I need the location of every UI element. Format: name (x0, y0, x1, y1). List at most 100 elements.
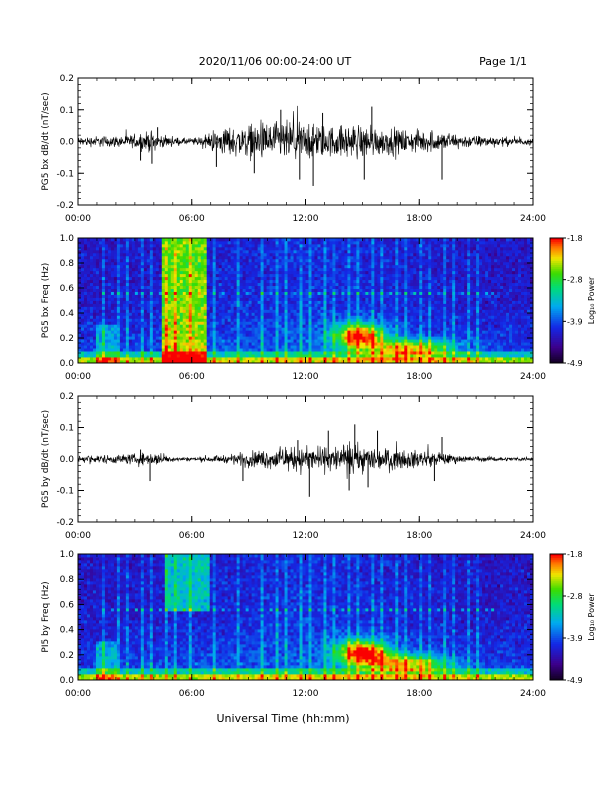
spectrogram-cell (89, 312, 94, 316)
spectrogram-cell (104, 354, 109, 358)
spectrogram-cell (392, 354, 396, 358)
spectrogram-cell (260, 345, 264, 349)
spectrogram-cell (182, 288, 187, 292)
spectrogram-cell (395, 258, 399, 263)
spectrogram-cell (137, 333, 142, 337)
spectrogram-cell (323, 330, 327, 334)
spectrogram-cell (356, 270, 360, 275)
spectrogram-cell (329, 330, 333, 334)
spectrogram-cell (362, 324, 366, 328)
spectrogram-cell (143, 261, 148, 266)
spectrogram-cell (344, 354, 348, 358)
spectrogram-cell (140, 327, 145, 331)
spectrogram-cell (377, 318, 381, 322)
spectrogram-cell (176, 312, 181, 316)
spectrogram-cell (311, 255, 315, 260)
spectrogram-cell (224, 321, 229, 325)
spectrogram-cell (407, 345, 411, 349)
spectrogram-cell (299, 264, 303, 269)
spectrogram-cell (167, 318, 172, 322)
spectrogram-cell (173, 306, 178, 310)
spectrogram-cell (281, 288, 285, 292)
spectrogram-cell (167, 315, 172, 319)
spectrogram-cell (344, 240, 348, 245)
spectrogram-cell (374, 246, 378, 251)
spectrogram-cell (110, 258, 115, 263)
spectrogram-cell (167, 357, 172, 361)
spectrogram-cell (284, 309, 288, 313)
spectrogram-cell (179, 240, 184, 245)
spectrogram-cell (152, 357, 157, 361)
spectrogram-cell (383, 351, 387, 355)
spectrogram-cell (419, 351, 423, 355)
spectrogram-cell (143, 342, 148, 346)
spectrogram-cell (248, 258, 253, 263)
spectrogram-cell (374, 243, 378, 248)
spectrogram-cell (191, 327, 196, 331)
spectrogram-cell (392, 330, 396, 334)
spectrogram-cell (266, 264, 270, 269)
spectrogram-cell (392, 342, 396, 346)
spectrogram-cell (353, 324, 357, 328)
spectrogram-cell (362, 339, 366, 343)
spectrogram-cell (398, 258, 402, 263)
spectrogram-cell (176, 294, 181, 298)
spectrogram-cell (302, 273, 306, 278)
spectrogram-cell (332, 348, 336, 352)
spectrogram-cell (197, 267, 202, 272)
spectrogram-cell (380, 240, 384, 245)
spectrogram-cell (290, 285, 294, 289)
spectrogram-cell (275, 321, 279, 325)
spectrogram-cell (95, 318, 100, 322)
spectrogram-cell (377, 348, 381, 352)
spectrogram-cell (239, 255, 244, 260)
spectrogram-cell (416, 318, 420, 322)
spectrogram-cell (302, 312, 306, 316)
spectrogram-cell (377, 336, 381, 340)
spectrogram-cell (137, 258, 142, 263)
spectrogram-cell (161, 333, 166, 337)
spectrogram-cell (281, 276, 285, 281)
spectrogram-cell (92, 288, 97, 292)
spectrogram-cell (296, 288, 300, 292)
spectrogram-cell (413, 285, 417, 289)
spectrogram-cell (323, 285, 327, 289)
spectrogram-cell (383, 264, 387, 269)
spectrogram-cell (422, 306, 426, 310)
spectrogram-cell (260, 300, 264, 304)
spectrogram-cell (164, 252, 169, 257)
spectrogram-cell (230, 303, 235, 307)
spectrogram-cell (203, 321, 208, 325)
spectrogram-cell (176, 357, 181, 361)
spectrogram-cell (302, 297, 306, 301)
spectrogram-cell (152, 282, 157, 287)
spectrogram-cell (401, 291, 405, 295)
spectrogram-cell (161, 243, 166, 248)
spectrogram-cell (398, 342, 402, 346)
spectrogram-cell (233, 318, 238, 322)
spectrogram-cell (89, 300, 94, 304)
spectrogram-cell (389, 255, 393, 260)
spectrogram-cell (215, 294, 220, 298)
spectrogram-cell (104, 297, 109, 301)
spectrogram-cell (266, 351, 270, 355)
spectrogram-cell (260, 360, 264, 364)
spectrogram-cell (410, 238, 414, 242)
spectrogram-cell (389, 238, 393, 242)
spectrogram-cell (269, 279, 273, 284)
spectrogram-cell (212, 324, 217, 328)
spectrogram-cell (377, 285, 381, 289)
spectrogram-cell (398, 288, 402, 292)
spectrogram-cell (341, 339, 345, 343)
spectrogram-cell (338, 336, 342, 340)
spectrogram-cell (89, 348, 94, 352)
spectrogram-cell (287, 321, 291, 325)
spectrogram-cell (401, 312, 405, 316)
spectrogram-cell (245, 267, 250, 272)
spectrogram-cell (305, 321, 309, 325)
spectrogram-cell (293, 240, 297, 245)
spectrogram-cell (392, 300, 396, 304)
spectrogram-cell (161, 273, 166, 278)
spectrogram-cell (197, 354, 202, 358)
spectrogram-cell (377, 321, 381, 325)
